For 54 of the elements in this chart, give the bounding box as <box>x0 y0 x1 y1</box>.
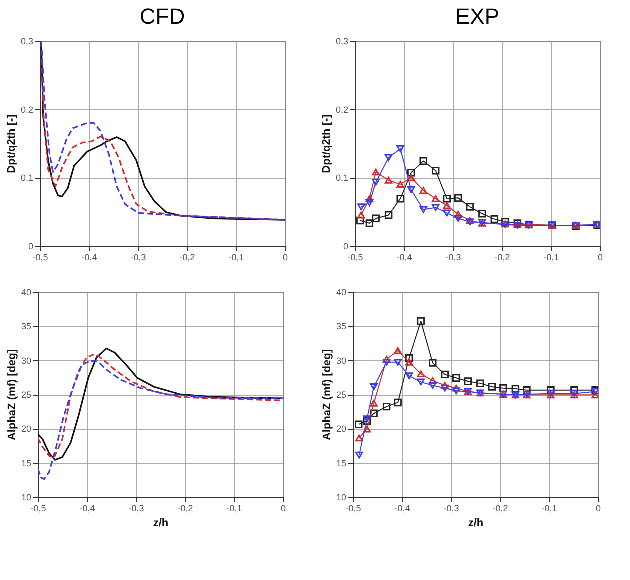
y-tick-label: 35 <box>336 322 346 332</box>
x-tick-label: -0,4 <box>394 504 410 514</box>
x-tick-label: -0,5 <box>346 504 362 514</box>
x-tick-label: -0,4 <box>80 504 96 514</box>
x-tick-label: 0 <box>596 504 602 514</box>
x-tick-label: -0,5 <box>32 252 48 262</box>
y-tick-label: 15 <box>21 458 32 468</box>
y-tick-label: 40 <box>336 288 346 298</box>
y-tick-label: 0 <box>343 242 348 252</box>
y-tick-label: 0,2 <box>20 104 34 115</box>
x-tick-label: 0 <box>282 252 288 262</box>
x-tick-label: -0,3 <box>130 252 146 262</box>
y-tick-label: 0,3 <box>20 36 34 46</box>
chart-title: CFD <box>140 4 186 29</box>
x-axis-title: z/h <box>468 518 484 530</box>
y-tick-label: 0,1 <box>20 173 34 184</box>
y-tick-label: 40 <box>21 288 32 298</box>
x-tick-label: -0,2 <box>178 504 194 514</box>
y-tick-label: 25 <box>21 390 32 400</box>
y-tick-label: 0 <box>28 242 34 252</box>
x-tick-label: -0,3 <box>444 504 460 514</box>
x-tick-label: -0,3 <box>128 504 144 514</box>
y-axis-title: AlphaZ (mf) [deg] <box>321 349 334 441</box>
y-tick-label: 0,1 <box>336 173 348 184</box>
y-tick-label: 30 <box>336 356 346 366</box>
y-tick-label: 20 <box>21 424 32 434</box>
chart-title: EXP <box>455 4 500 29</box>
x-tick-label: -0,1 <box>228 252 244 262</box>
x-tick-label: -0,1 <box>542 504 558 514</box>
x-tick-label: -0,5 <box>348 252 364 262</box>
x-tick-label: -0,1 <box>544 252 560 262</box>
y-tick-label: 10 <box>336 492 346 502</box>
y-axis-title: AlphaZ (mf) [deg] <box>6 349 18 441</box>
x-tick-label: -0,4 <box>396 252 412 262</box>
y-axis-title: Dpt/q2th [-] <box>6 114 18 174</box>
x-tick-label: -0,2 <box>180 252 196 262</box>
y-tick-label: 25 <box>336 390 346 400</box>
x-tick-label: -0,2 <box>492 504 508 514</box>
y-tick-label: 0,3 <box>336 36 348 46</box>
y-tick-label: 10 <box>21 492 32 502</box>
x-tick-label: 0 <box>598 252 604 262</box>
x-tick-label: -0,3 <box>446 252 462 262</box>
x-axis-title: z/h <box>153 518 169 530</box>
y-tick-label: 15 <box>336 458 346 468</box>
y-axis-title: Dpt/q2th [-] <box>320 114 333 174</box>
y-tick-label: 0,2 <box>336 104 348 115</box>
x-tick-label: -0,4 <box>82 252 98 262</box>
y-tick-label: 30 <box>21 356 32 366</box>
y-tick-label: 20 <box>336 424 346 434</box>
y-tick-label: 35 <box>21 322 32 332</box>
x-tick-label: -0,2 <box>494 252 510 262</box>
x-tick-label: 0 <box>280 504 286 514</box>
x-tick-label: -0,1 <box>226 504 242 514</box>
x-tick-label: -0,5 <box>30 504 46 514</box>
